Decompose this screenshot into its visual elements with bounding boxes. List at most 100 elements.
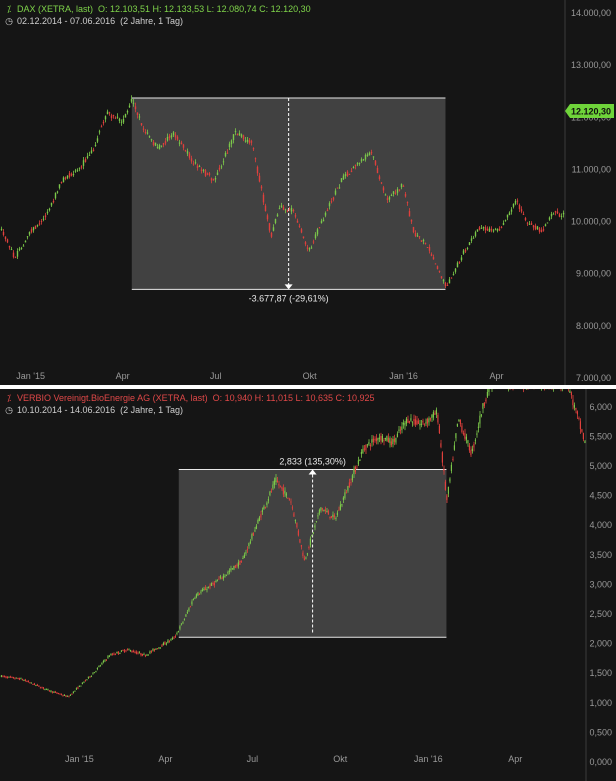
candle [42, 687, 44, 689]
candle [496, 228, 499, 231]
candle [450, 464, 452, 471]
candle [474, 439, 476, 441]
candle [116, 652, 118, 654]
candle [288, 209, 291, 211]
candle [80, 685, 82, 687]
candle [272, 227, 275, 231]
candle [260, 186, 263, 189]
candle [500, 226, 503, 228]
candle [536, 226, 539, 230]
candle [441, 452, 443, 463]
candle [480, 414, 482, 416]
y-tick-label: 6,000 [589, 402, 612, 412]
candle [435, 409, 437, 415]
candle [174, 636, 176, 638]
candle [372, 438, 374, 443]
candle [320, 507, 322, 511]
candle [492, 230, 495, 232]
candle [116, 116, 119, 118]
candle [161, 645, 163, 647]
verbio-chart-svg[interactable]: 0,000 0,500 1,000 1,500 2,000 2,500 3,000 3,500… [0, 389, 616, 781]
candle [465, 436, 467, 440]
candle [405, 418, 407, 424]
dax-chart-panel[interactable]: ⁒ DAX (XETRA, last) O: 12.103,51 H: 12.133… [0, 0, 616, 385]
candle [184, 150, 187, 152]
candle [456, 262, 459, 268]
candle [245, 552, 247, 554]
candle [64, 177, 67, 179]
candle [266, 215, 269, 220]
dax-ohlc-values: O: 12.103,51 H: 12.133,53 L: 12.080,74 C… [98, 4, 311, 14]
candle [434, 413, 436, 415]
candle [302, 552, 304, 557]
candle [382, 187, 385, 191]
candle [558, 214, 561, 217]
dax-date-range: 02.12.2014 - 07.06.2016 [17, 16, 116, 26]
candle [256, 166, 259, 174]
candle [209, 585, 211, 588]
measure-label: 2,833 (135,30%) [279, 457, 346, 467]
candle [180, 623, 182, 625]
candle [12, 677, 14, 679]
candle [432, 412, 434, 418]
candle [234, 131, 237, 133]
candle [70, 173, 73, 176]
candle [353, 469, 355, 474]
candle [406, 202, 409, 204]
candle [122, 649, 124, 651]
candle [328, 203, 331, 207]
candle [88, 154, 91, 156]
candle [518, 204, 521, 210]
candle [98, 131, 101, 133]
candle [35, 684, 37, 686]
candle [272, 484, 274, 489]
candle [69, 694, 71, 696]
candle [130, 99, 133, 102]
candle [124, 113, 127, 118]
candle [152, 141, 155, 146]
dax-chart-title: DAX (XETRA, last) [17, 4, 94, 14]
candle [102, 660, 104, 662]
candle [414, 419, 416, 425]
candle [215, 581, 217, 583]
candle [303, 558, 305, 561]
candle [364, 154, 367, 160]
candle [506, 214, 509, 218]
candle [149, 651, 151, 654]
candle [416, 235, 419, 237]
candle [369, 445, 371, 447]
candle [162, 643, 164, 646]
candle [81, 682, 83, 685]
candle [198, 166, 201, 168]
candle [350, 482, 352, 484]
candle [200, 169, 203, 171]
candle [210, 583, 212, 586]
candle [317, 515, 319, 517]
candle [569, 390, 571, 393]
candle [440, 443, 442, 447]
candle [42, 218, 45, 220]
verbio-chart-panel[interactable]: ⁒ VERBIO Vereinigt.BioEnergie AG (XETRA, … [0, 389, 616, 781]
candle [107, 656, 109, 658]
candle [384, 437, 386, 440]
candle [356, 163, 359, 165]
candle [304, 242, 307, 245]
verbio-chart-header: ⁒ VERBIO Vereinigt.BioEnergie AG (XETRA, … [4, 393, 375, 404]
candle [383, 440, 385, 442]
candle [478, 227, 481, 230]
candle [422, 420, 424, 423]
candle [494, 229, 497, 231]
candle [216, 172, 219, 175]
candle [146, 132, 149, 134]
candle [132, 651, 134, 653]
candle [306, 553, 308, 555]
candle [154, 142, 157, 146]
candle [38, 223, 41, 225]
x-tick-label: Okt [333, 754, 348, 764]
candle [516, 200, 519, 202]
dax-chart-svg[interactable]: 7.000,00 8.000,00 9.000,00 10.000,00 11.000,… [0, 0, 616, 385]
candle [297, 530, 299, 536]
candle [32, 227, 35, 231]
candle [207, 586, 209, 588]
candle [188, 608, 190, 611]
